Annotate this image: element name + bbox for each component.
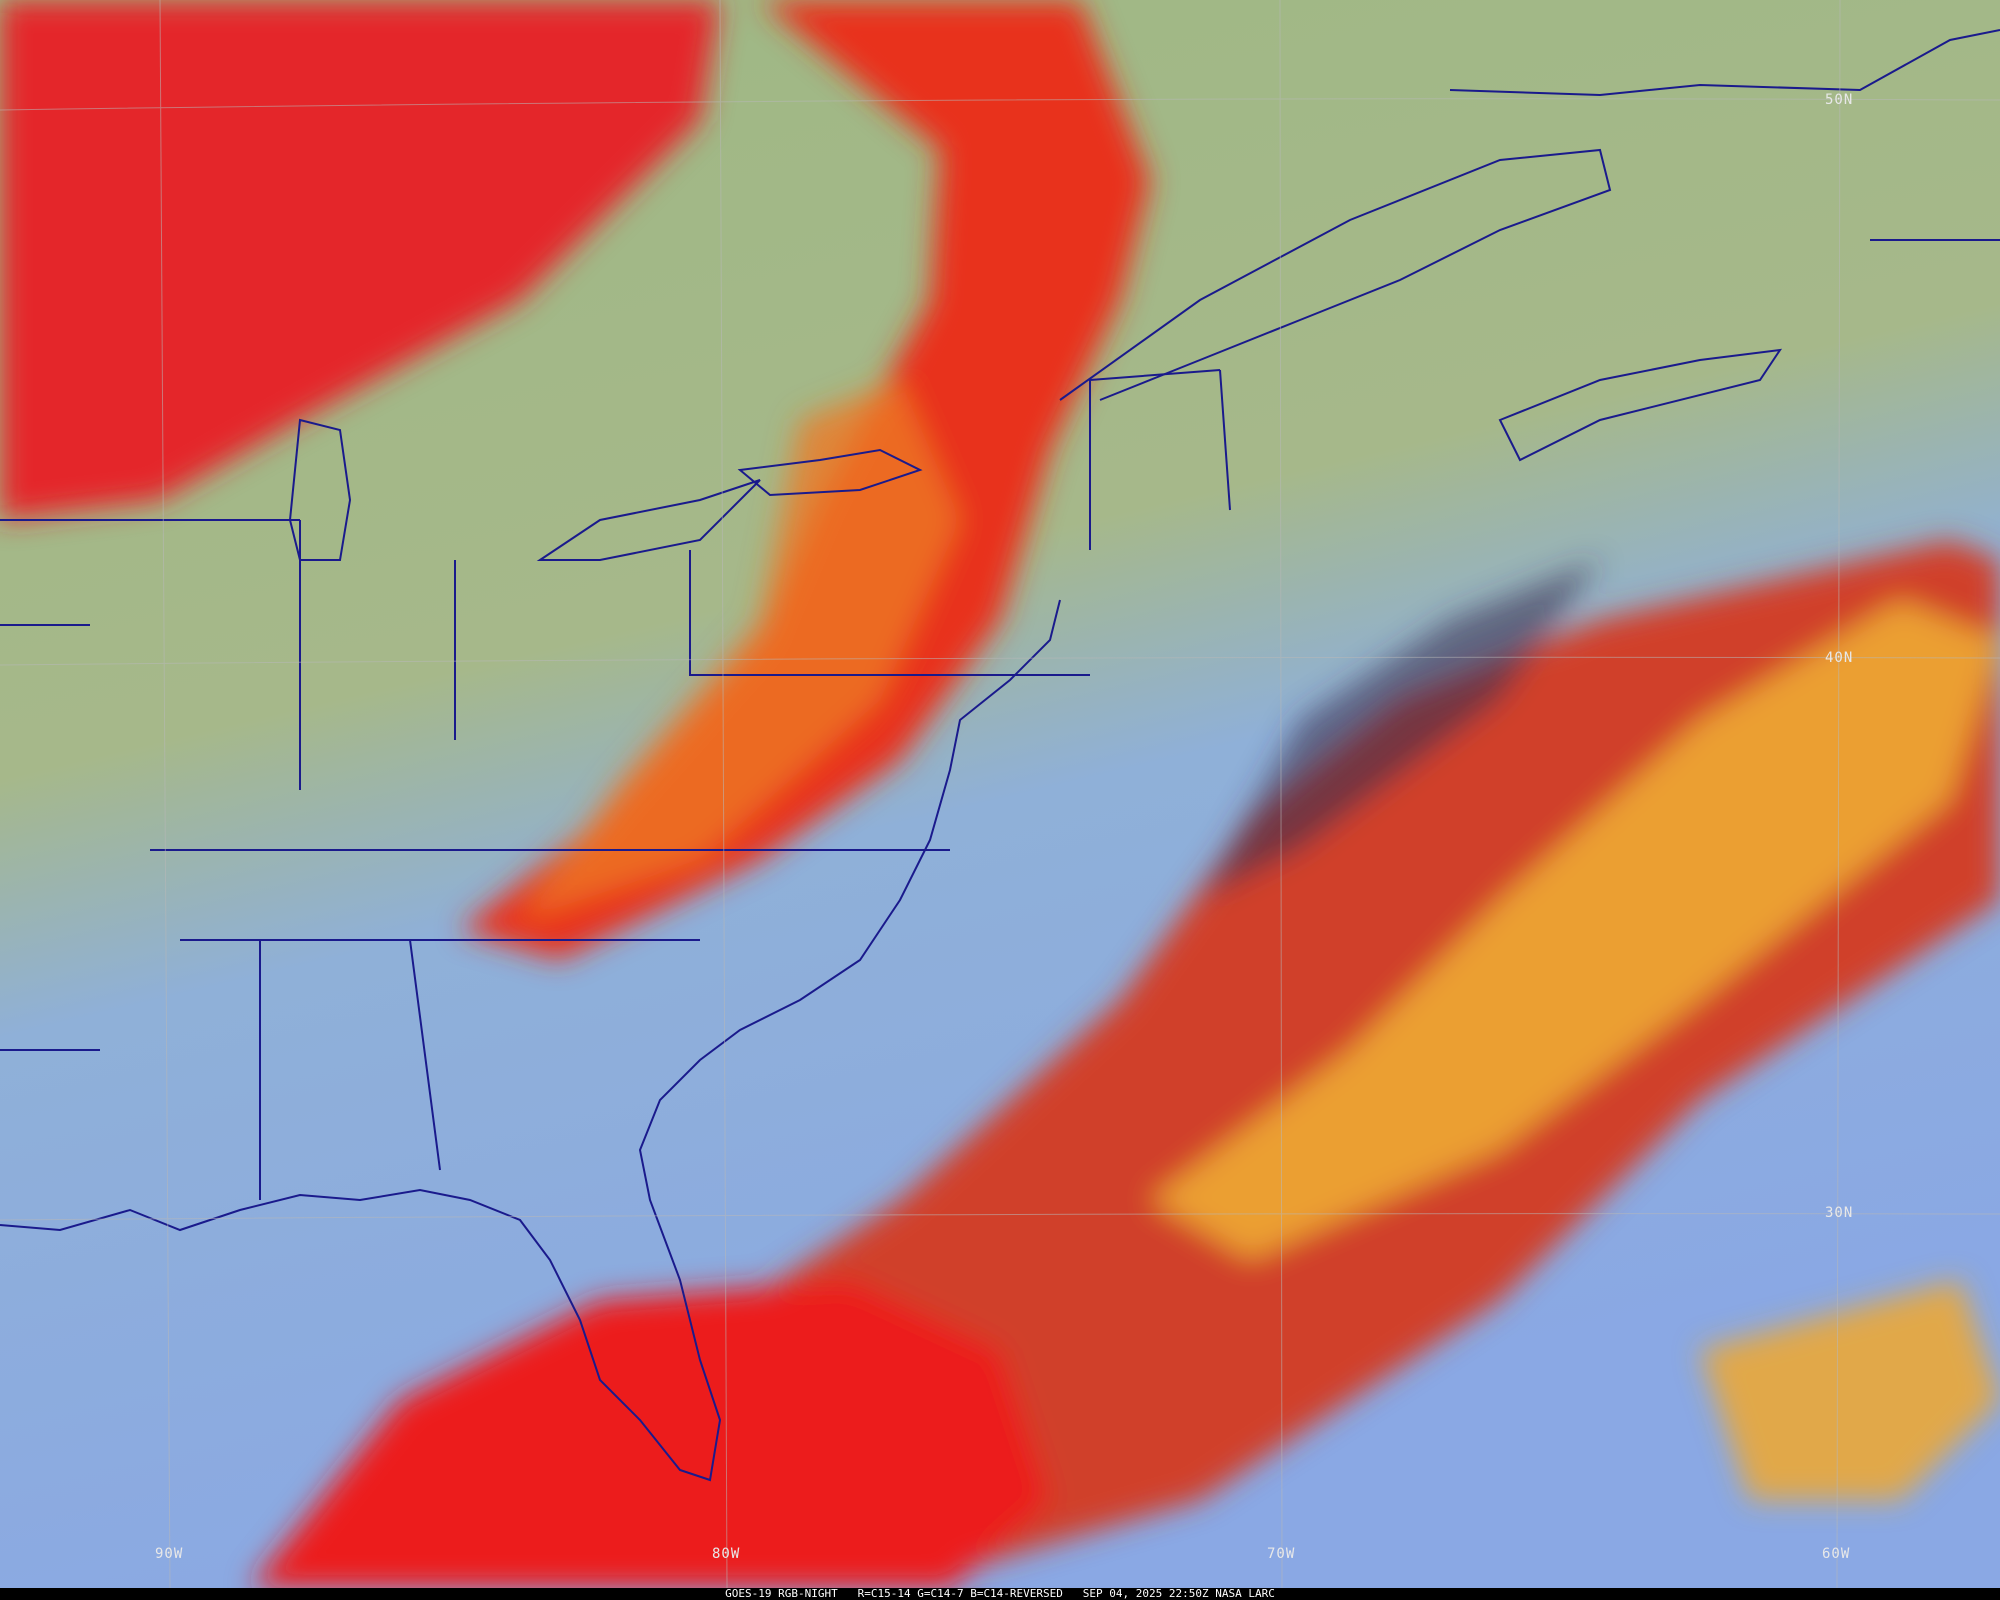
lat-label-50n: 50N (1825, 92, 1854, 108)
cloud-front-red (460, 0, 1150, 960)
product-name: GOES-19 RGB-NIGHT (725, 1587, 838, 1600)
gridline-40n (0, 656, 2000, 666)
cloud-southeast-yellow (1700, 1280, 2000, 1500)
gridline-70w (1279, 0, 1283, 1588)
image-caption-bar: GOES-19 RGB-NIGHT R=C15-14 G=C14-7 B=C14… (0, 1588, 2000, 1600)
lon-label-80w: 80W (712, 1546, 741, 1562)
gridline-90w (159, 0, 171, 1588)
lon-label-70w: 70W (1267, 1546, 1296, 1562)
cloud-northeast-dark (1200, 560, 1600, 900)
lat-label-30n: 30N (1825, 1205, 1854, 1221)
lon-label-60w: 60W (1822, 1546, 1851, 1562)
timestamp: SEP 04, 2025 22:50Z NASA LARC (1082, 1587, 1275, 1600)
cloud-great-lakes-red (0, 0, 720, 520)
political-boundaries (0, 29, 2000, 1482)
gridline-30n (0, 1213, 2000, 1221)
cloud-front-orange (520, 380, 960, 920)
cloud-atlantic-yellow (1150, 600, 2000, 1260)
lat-label-40n: 40N (1825, 650, 1854, 666)
channel-recipe: R=C15-14 G=C14-7 B=C14-REVERSED (857, 1587, 1063, 1600)
gridline-80w (719, 0, 728, 1588)
gridline-50n (0, 98, 2000, 111)
coastline-east (0, 599, 1061, 1482)
gridline-60w (1836, 0, 1841, 1588)
canada-coastline (1059, 29, 2000, 462)
lon-label-90w: 90W (155, 1546, 184, 1562)
state-borders (0, 369, 1231, 1200)
